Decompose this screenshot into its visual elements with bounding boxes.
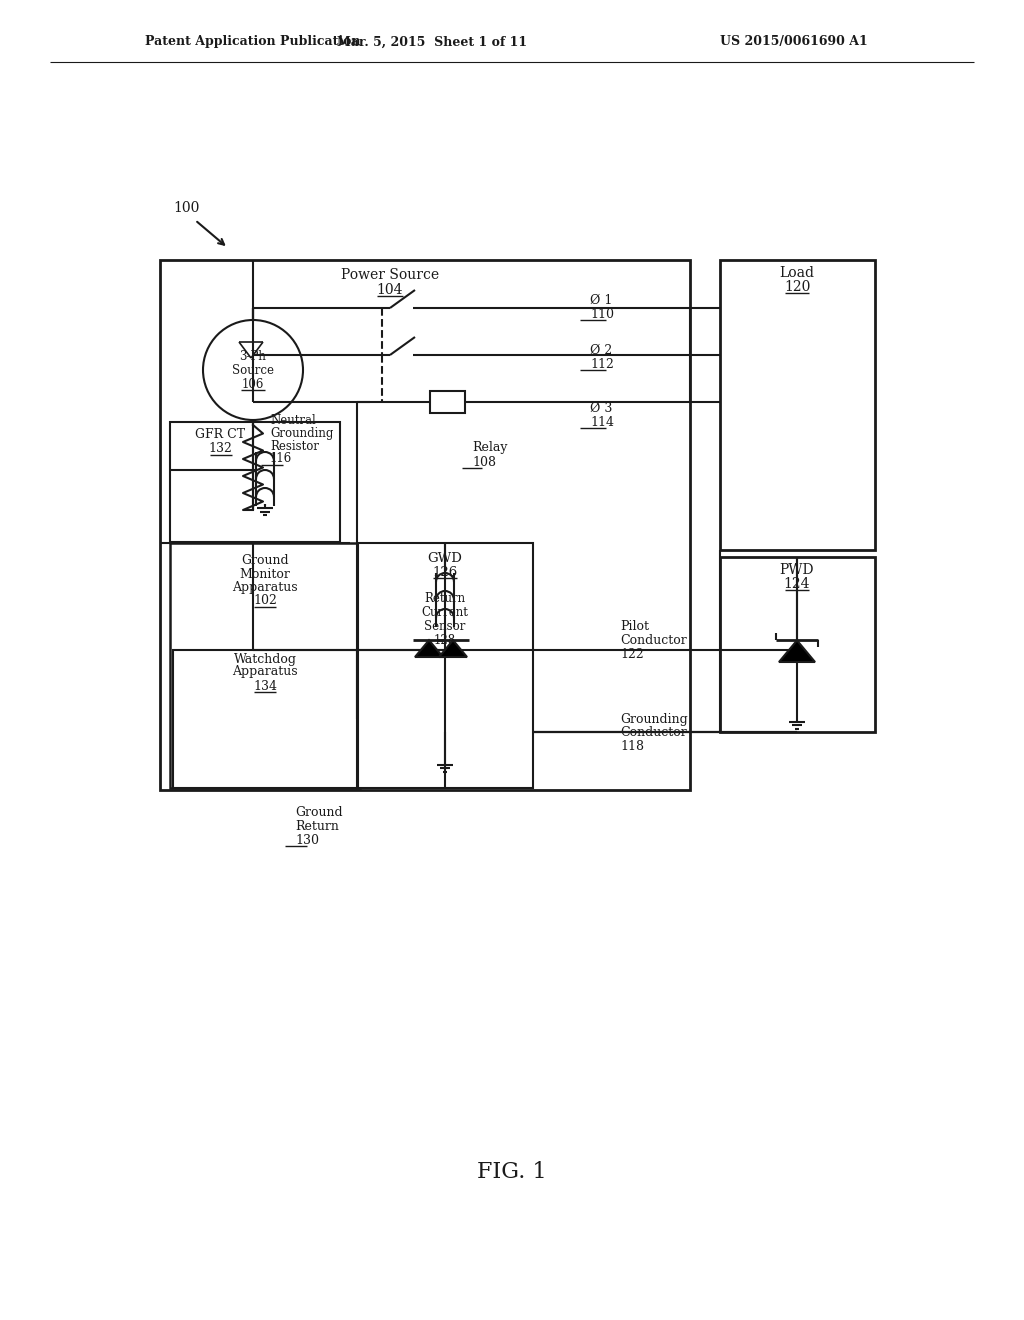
- Text: 100: 100: [173, 201, 200, 215]
- Text: Load: Load: [779, 267, 814, 280]
- Text: 3-Ph: 3-Ph: [240, 350, 266, 363]
- Text: 106: 106: [242, 378, 264, 391]
- Text: Grounding: Grounding: [270, 426, 334, 440]
- Text: 122: 122: [620, 648, 644, 660]
- Text: Watchdog: Watchdog: [233, 652, 297, 665]
- Text: PWD: PWD: [779, 564, 814, 577]
- Text: 134: 134: [253, 680, 278, 693]
- Polygon shape: [415, 640, 443, 657]
- Text: Apparatus: Apparatus: [232, 581, 298, 594]
- Text: Apparatus: Apparatus: [232, 665, 298, 678]
- Text: 132: 132: [208, 442, 232, 455]
- Text: FIG. 1: FIG. 1: [477, 1162, 547, 1183]
- Text: 124: 124: [783, 577, 810, 591]
- Text: 102: 102: [253, 594, 276, 607]
- Text: Sensor: Sensor: [424, 619, 466, 632]
- Circle shape: [203, 319, 303, 420]
- Bar: [170, 543, 360, 788]
- Bar: [358, 543, 534, 788]
- Bar: [160, 260, 690, 789]
- Text: 116: 116: [270, 453, 292, 466]
- Polygon shape: [439, 640, 467, 657]
- Text: 130: 130: [295, 833, 319, 846]
- Text: 126: 126: [432, 565, 458, 578]
- Text: 128: 128: [434, 634, 456, 647]
- Bar: [720, 260, 874, 550]
- Text: Patent Application Publication: Patent Application Publication: [145, 36, 360, 49]
- Text: 104: 104: [377, 282, 403, 297]
- Text: GWD: GWD: [428, 552, 463, 565]
- Text: Conductor: Conductor: [620, 726, 687, 739]
- Text: Return: Return: [424, 591, 466, 605]
- Text: Ø 1: Ø 1: [590, 293, 612, 306]
- Text: 120: 120: [783, 280, 810, 294]
- Text: Monitor: Monitor: [240, 568, 291, 581]
- Text: 108: 108: [472, 455, 496, 469]
- Text: GFR CT: GFR CT: [195, 429, 245, 441]
- Text: Power Source: Power Source: [341, 268, 439, 282]
- Text: Resistor: Resistor: [270, 440, 319, 453]
- Text: Ground: Ground: [242, 554, 289, 568]
- Text: Return: Return: [295, 820, 339, 833]
- Bar: [430, 391, 465, 413]
- Text: Grounding: Grounding: [620, 714, 688, 726]
- Text: Ø 2: Ø 2: [590, 343, 612, 356]
- Text: Current: Current: [422, 606, 468, 619]
- Text: 118: 118: [620, 741, 644, 754]
- Text: Neutral: Neutral: [270, 413, 315, 426]
- Text: US 2015/0061690 A1: US 2015/0061690 A1: [720, 36, 867, 49]
- Bar: [173, 649, 357, 788]
- Text: Conductor: Conductor: [620, 634, 687, 647]
- Polygon shape: [779, 640, 815, 663]
- Text: 112: 112: [590, 358, 613, 371]
- Text: Ground: Ground: [295, 807, 343, 820]
- Text: Pilot: Pilot: [620, 619, 649, 632]
- Bar: [720, 557, 874, 733]
- Text: Mar. 5, 2015  Sheet 1 of 11: Mar. 5, 2015 Sheet 1 of 11: [337, 36, 527, 49]
- Bar: [170, 422, 340, 543]
- Text: Source: Source: [232, 363, 274, 376]
- Text: Relay: Relay: [472, 441, 508, 454]
- Text: 110: 110: [590, 308, 614, 321]
- Text: 114: 114: [590, 416, 614, 429]
- Text: Ø 3: Ø 3: [590, 401, 612, 414]
